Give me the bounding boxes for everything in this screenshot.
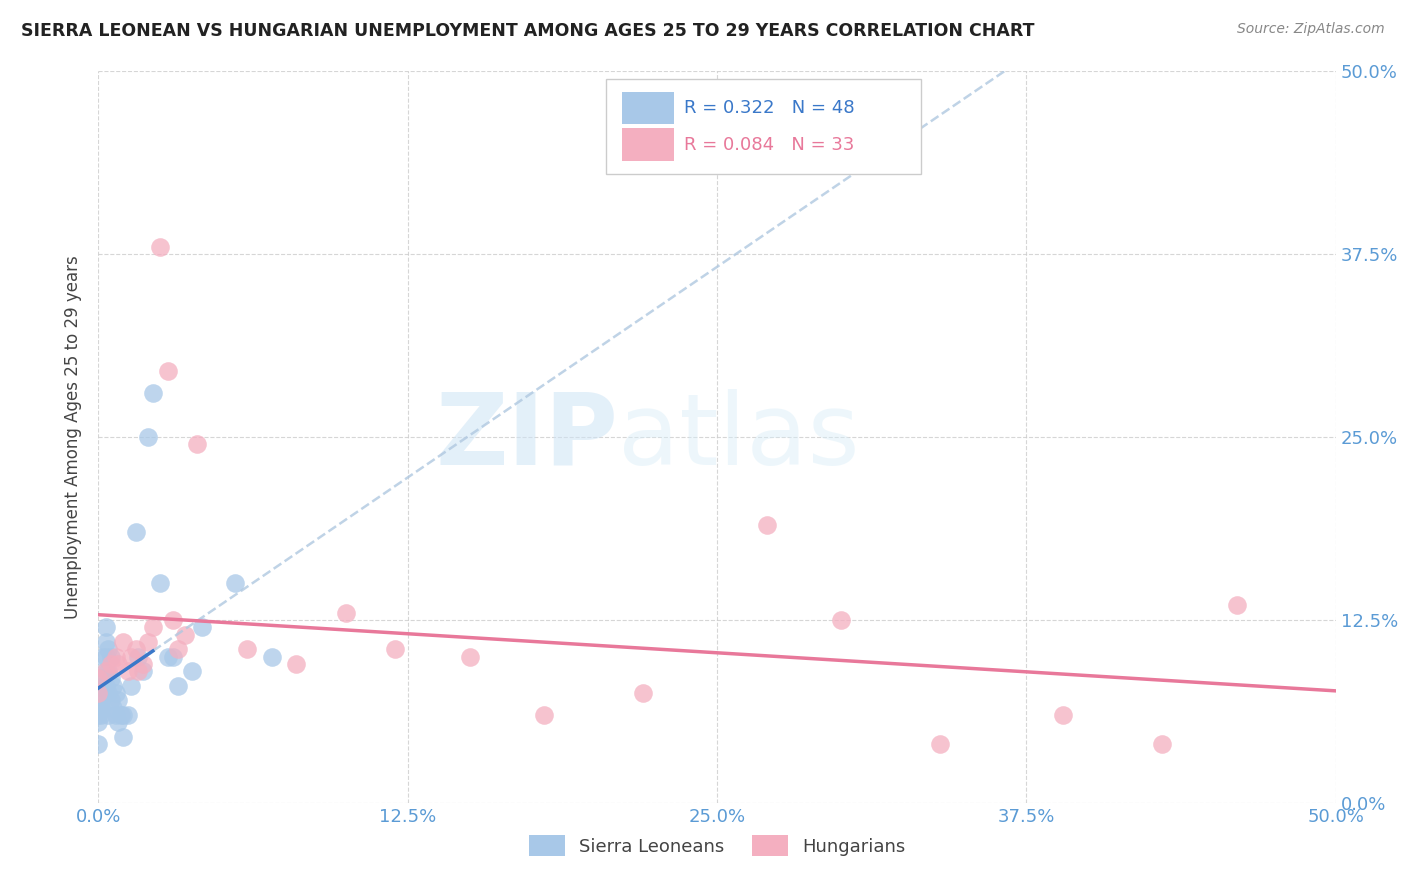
Point (458, 649, 481, 664)
Point (100, 693, 122, 707)
Point (236, 642, 259, 657)
Point (112, 635, 135, 649)
Point (631, 686, 654, 700)
Point (93, 679, 115, 693)
Point (94, 620, 117, 634)
Point (100, 649, 122, 664)
Point (87, 715, 110, 730)
Point (162, 649, 184, 664)
Point (87, 672, 110, 686)
Point (149, 240, 172, 254)
Point (1226, 599, 1249, 613)
Point (94, 664, 117, 678)
Point (97, 664, 120, 678)
Text: ZIP: ZIP (436, 389, 619, 485)
Point (335, 606, 357, 620)
Point (124, 525, 146, 540)
Point (107, 657, 129, 671)
Point (755, 517, 778, 532)
Point (94, 679, 117, 693)
Point (181, 664, 204, 678)
Point (127, 664, 149, 678)
Point (93, 672, 115, 686)
Point (117, 708, 139, 723)
Point (156, 364, 179, 378)
Point (224, 576, 246, 591)
Point (87, 686, 110, 700)
Point (94, 664, 117, 678)
Point (110, 708, 132, 723)
Point (87, 737, 110, 751)
Point (97, 708, 120, 723)
Point (103, 679, 125, 693)
Point (112, 708, 135, 723)
Point (127, 649, 149, 664)
Point (285, 657, 308, 671)
Point (142, 386, 165, 401)
Point (191, 620, 214, 634)
Point (162, 613, 184, 627)
Text: Source: ZipAtlas.com: Source: ZipAtlas.com (1237, 22, 1385, 37)
Point (260, 649, 283, 664)
FancyBboxPatch shape (621, 92, 673, 124)
Point (117, 664, 139, 678)
Point (97, 642, 120, 657)
Point (107, 715, 129, 730)
Point (94, 635, 117, 649)
Point (87, 700, 110, 714)
Point (120, 649, 142, 664)
Point (104, 686, 127, 700)
Point (87, 708, 110, 723)
FancyBboxPatch shape (606, 78, 921, 174)
Point (136, 635, 159, 649)
Point (166, 642, 188, 657)
Y-axis label: Unemployment Among Ages 25 to 29 years: Unemployment Among Ages 25 to 29 years (65, 255, 83, 619)
Point (94, 649, 117, 664)
Point (90, 693, 112, 707)
Point (928, 737, 950, 751)
Point (100, 657, 122, 671)
Legend: Sierra Leoneans, Hungarians: Sierra Leoneans, Hungarians (522, 828, 912, 863)
Point (149, 576, 172, 591)
Point (132, 664, 155, 678)
Text: SIERRA LEONEAN VS HUNGARIAN UNEMPLOYMENT AMONG AGES 25 TO 29 YEARS CORRELATION C: SIERRA LEONEAN VS HUNGARIAN UNEMPLOYMENT… (21, 22, 1035, 40)
Point (104, 708, 127, 723)
Point (124, 642, 146, 657)
Point (112, 730, 135, 744)
Point (142, 620, 165, 634)
FancyBboxPatch shape (621, 128, 673, 161)
Point (87, 693, 110, 707)
Point (166, 679, 188, 693)
Point (100, 672, 122, 686)
Point (103, 700, 125, 714)
Point (384, 642, 406, 657)
Text: R = 0.084   N = 33: R = 0.084 N = 33 (683, 136, 853, 153)
Text: R = 0.322   N = 48: R = 0.322 N = 48 (683, 99, 855, 117)
Point (93, 686, 115, 700)
Point (156, 649, 179, 664)
Point (533, 708, 555, 723)
Point (830, 613, 852, 627)
Point (90, 708, 112, 723)
Point (136, 430, 159, 444)
Point (90, 700, 112, 714)
Point (107, 693, 129, 707)
Point (186, 437, 208, 451)
Point (120, 679, 142, 693)
Point (1152, 737, 1174, 751)
Point (93, 649, 115, 664)
Point (1052, 708, 1074, 723)
Point (132, 657, 155, 671)
Point (97, 686, 120, 700)
Text: atlas: atlas (619, 389, 859, 485)
Point (174, 627, 197, 641)
Point (104, 649, 127, 664)
